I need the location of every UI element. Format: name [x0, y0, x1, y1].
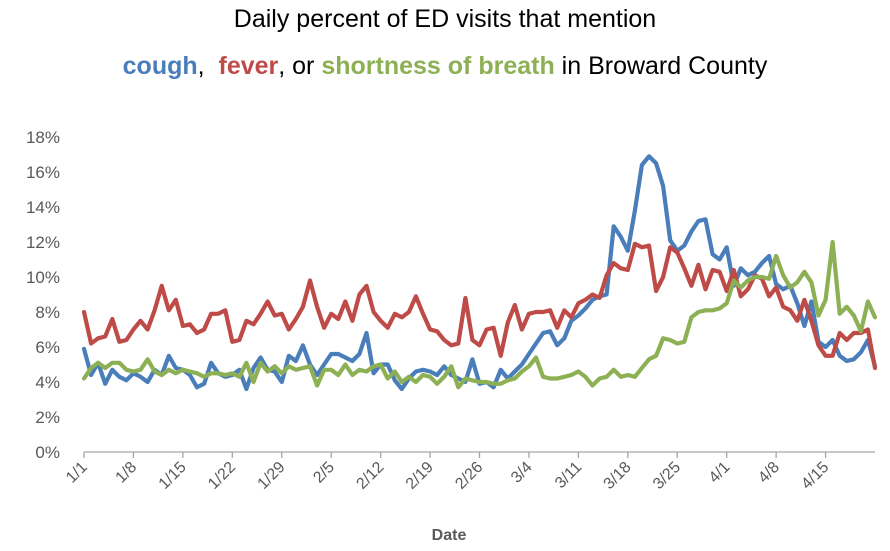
series-line-fever: [81, 241, 878, 371]
y-tick-label: 6%: [35, 338, 60, 357]
title-keyword-fever: fever: [218, 52, 279, 80]
title-separator-1: ,: [197, 52, 219, 80]
x-tick-label: 1/15: [156, 459, 190, 493]
y-axis: 0% 2% 4% 6% 8% 10% 12% 14% 16% 18%: [26, 128, 60, 462]
x-tick-label: 2/12: [353, 459, 387, 493]
y-tick-label: 8%: [35, 303, 60, 322]
title-separator-2: , or: [278, 52, 322, 80]
y-tick-label: 4%: [35, 373, 60, 392]
y-tick-label: 2%: [35, 408, 60, 427]
x-tick-label: 1/8: [113, 459, 141, 487]
x-tick-label: 2/26: [452, 459, 486, 493]
x-tick-label: 4/15: [798, 459, 832, 493]
x-tick-label: 4/8: [755, 459, 783, 487]
x-tick-label: 1/22: [205, 459, 239, 493]
x-tick-label: 2/19: [403, 459, 437, 493]
title-suffix: in Broward County: [554, 52, 768, 80]
y-tick-label: 16%: [26, 163, 60, 182]
y-tick-label: 10%: [26, 268, 60, 287]
series-line-cough: [81, 154, 878, 392]
title-keyword-shortness-of-breath: shortness of breath: [321, 52, 555, 80]
x-axis: 1/1 1/8 1/15 1/22 1/29 2/5 2/12 2/19 2/26 3/4 3/11…: [63, 451, 875, 493]
series-line-shortness-of-breath: [81, 239, 878, 390]
x-tick-label: 2/5: [310, 459, 338, 487]
x-tick-label: 3/25: [650, 459, 684, 493]
x-tick-label: 3/11: [552, 459, 585, 492]
x-tick-label: 4/1: [706, 459, 734, 487]
y-tick-label: 12%: [26, 233, 60, 252]
x-tick-label: 3/4: [508, 459, 536, 487]
series-lines: [81, 154, 878, 392]
x-tick-label: 1/1: [63, 459, 91, 487]
x-tick-label: 3/18: [601, 459, 635, 493]
x-axis-label: Date: [432, 527, 467, 544]
y-tick-label: 0%: [35, 443, 60, 462]
title-keyword-cough: cough: [122, 52, 198, 80]
x-tick-label: 1/29: [255, 459, 289, 493]
chart-title-line1: Daily percent of ED visits that mention: [233, 5, 657, 33]
y-tick-label: 18%: [26, 128, 60, 147]
chart-title-line2: cough, fever, or shortness of breath in …: [0, 52, 890, 81]
y-tick-label: 14%: [26, 198, 60, 217]
